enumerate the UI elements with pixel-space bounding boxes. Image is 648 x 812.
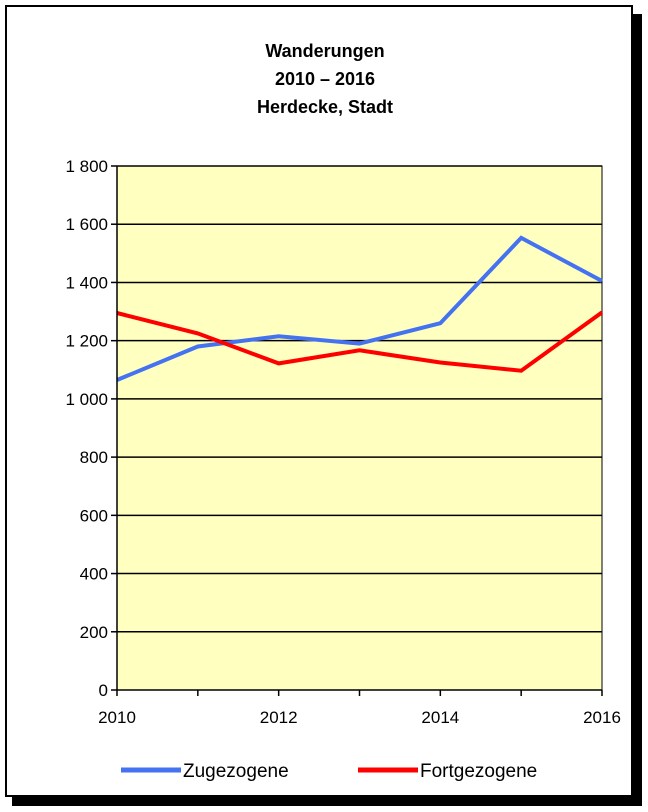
series-line-zugezogene	[116, 235, 603, 382]
chart-title-line-3: Herdecke, Stadt	[257, 97, 393, 117]
y-tick-label: 400	[80, 565, 108, 584]
y-tick-label: 200	[80, 623, 108, 642]
plot-area	[116, 165, 603, 691]
series-lines	[116, 235, 604, 382]
x-tick-label: 2012	[260, 708, 298, 727]
chart-title-line-2: 2010 – 2016	[275, 69, 375, 89]
x-tick-label: 2010	[98, 708, 136, 727]
y-tick-label: 1 800	[65, 157, 108, 176]
y-tick-label: 1 400	[65, 273, 108, 292]
x-tick-label: 2014	[421, 708, 459, 727]
series-line-fortgezogene	[116, 310, 604, 373]
y-tick-label: 1 200	[65, 332, 108, 351]
y-tick-label: 1 000	[65, 390, 108, 409]
gridlines	[117, 165, 602, 633]
y-tick-label: 0	[99, 681, 108, 700]
x-tick-label: 2016	[583, 708, 621, 727]
legend-label: Zugezogene	[183, 761, 289, 782]
axes: 0 200 400 600 800 1 000 1 200 1 400 1 600 1 800 20…	[65, 157, 620, 727]
legend: Zugezogene Fortgezogene	[121, 761, 537, 782]
y-tick-label: 800	[80, 448, 108, 467]
y-tick-label: 600	[80, 506, 108, 525]
legend-label: Fortgezogene	[420, 761, 537, 782]
chart-title-line-1: Wanderungen	[265, 41, 384, 61]
y-tick-label: 1 600	[65, 215, 108, 234]
chart-title: Wanderungen 2010 – 2016 Herdecke, Stadt	[257, 41, 393, 117]
